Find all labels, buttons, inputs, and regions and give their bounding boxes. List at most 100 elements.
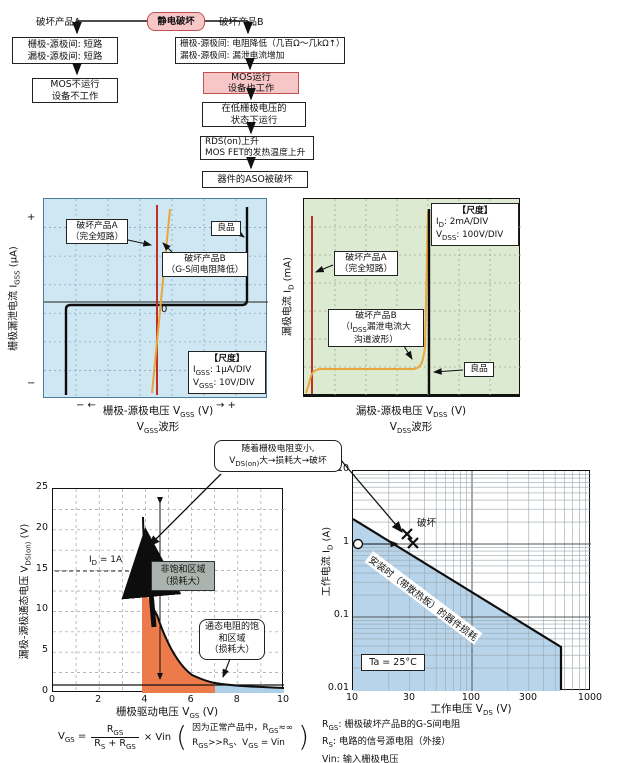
curve-rise-thick-arrow [121,527,182,628]
vdson-y-tick: 10 [35,603,48,615]
dss-label-b-line2: （IDSS漏泄电流大 [341,321,411,334]
vdson-x-tick: 8 [233,694,240,705]
dss-label-a-box: 破坏产品A （完全短路） [334,251,398,276]
formula-numerator: RGS [91,724,139,738]
flow-box-b1-line2: 漏极-源极间: 漏泄电流增加 [180,50,285,61]
flow-box-b3: 在低栅极电压的 状态下运行 [202,102,306,127]
saturated-region-line1: 通态电阻的饱 [204,622,259,632]
gss-label-a-box: 破坏产品A （完全短路） [66,219,128,244]
aso-boundary-line [353,518,563,690]
aso-safe-area-fill [353,519,561,691]
vdson-y-tick: 5 [41,644,48,656]
dss-label-a-line2: （完全短路） [339,263,393,274]
unsaturated-region-label-box: 非饱和区域 （损耗大） [151,561,215,591]
vdson-x-tick: 0 [48,694,56,705]
destroy-label: 破坏 [417,518,437,529]
aso-x-tick: 100 [461,692,481,703]
aso-x-tick: 300 [518,692,538,703]
vdson-plot-svg [53,489,284,693]
legend-line-vin: Vin: 输入栅极电压 [322,753,399,763]
vdson-x-tick: 2 [95,694,102,705]
flow-box-b5-line1: 器件的ASO被破坏 [217,173,293,185]
gss-scale-title: 【尺度】 [209,354,245,364]
flow-root-label: 静电破坏 [157,15,195,27]
aso-x-tick: 30 [402,692,416,703]
gss-label-b-line1: 破坏产品B [184,254,226,264]
dss-scale-title: 【尺度】 [457,206,493,216]
dss-label-b-arrow [403,345,413,360]
dss-scale-line1: ID: 2mA/DIV [436,216,489,229]
flow-box-b1: 栅极-源极间: 电阻降低（几百Ω～几kΩ↑） 漏极-源极间: 漏泄电流增加 [175,37,345,64]
resistor-legend: RGS: 栅极破坏产品B的G-S间电阻 RS: 电路的信号源电阻（外接） Vin… [322,718,460,763]
id-1a-label: ID = 1A [89,555,123,567]
formula-close-paren: ) [298,720,310,753]
gss-x-axis-label: 栅极-源极电压 VGSS (V) [102,405,214,420]
saturated-region-line2: 和区域 [218,633,246,644]
flow-box-b3-line1: 在低栅极电压的 [221,103,287,114]
aso-y-tick: 1 [342,536,349,547]
branch-b-label: 破坏产品B [219,17,264,28]
flow-box-b5: 器件的ASO被破坏 [202,171,308,188]
gss-label-a-line2: （完全短路） [70,231,124,242]
dss-label-b-line3: 沟道波形） [354,334,398,345]
flow-box-b2-line1: MOS运行 [231,71,271,83]
flow-box-b4: RDS(on)上升 MOS FET的发热温度上升 [200,136,314,160]
dss-label-b-box: 破坏产品B （IDSS漏泄电流大 沟道波形） [328,309,424,348]
dss-label-a-line1: 破坏产品A [345,253,387,263]
flow-box-a2-line1: MOS不运行 [50,79,100,90]
flow-box-a2-line2: 设备不工作 [51,90,99,102]
gss-zero-label: 0 [161,304,168,315]
dss-x-axis-label: 漏极-源极电压 VDSS (V) [355,405,467,420]
gss-scale-line1: IGSS: 1μA/DIV [193,364,252,377]
flow-root-esd-box: 静电破坏 [147,12,205,31]
dss-label-b-line1: 破坏产品B [355,311,397,321]
flow-box-b4-line1: RDS(on)上升 [205,136,259,147]
gss-label-b-arrow [162,242,173,253]
vdson-y-tick: 15 [35,562,48,574]
aso-plot-svg [353,471,591,691]
saturated-region-label-box: 通态电阻的饱 和区域 （损耗大） [199,619,265,660]
saturated-region-line3: （损耗大） [209,645,255,655]
dss-waveform-panel: 【尺度】 ID: 2mA/DIV VDSS: 100V/DIV 破坏产品A （完… [303,198,521,397]
operating-point-marker [353,538,364,550]
vdson-y-tick: 0 [41,685,48,696]
flow-box-a1: 栅极-源极间: 短路 漏极-源极间: 短路 [12,37,118,64]
saturated-region-arrow [222,658,231,679]
gss-product-b-line [151,208,171,394]
gss-x-wave-label: VGSS波形 [136,421,180,436]
branch-a-label: 破坏产品A [36,17,81,28]
formula-open-paren: ( [176,720,188,753]
formula-note-line1: 因为正常产品中，RGS≈∞ [192,723,294,735]
flow-box-b4-line2: MOS FET的发热温度上升 [205,148,306,158]
dss-good-label: 良品 [464,362,494,377]
vdson-y-tick: 20 [35,521,48,533]
aso-y-tick: 0.1 [333,609,349,620]
gss-scale-box: 【尺度】 IGSS: 1μA/DIV VGSS: 10V/DIV [188,351,266,394]
gss-label-b-box: 破坏产品B （G-S间电阻降低） [162,252,248,277]
dss-x-wave-label: VDSS波形 [389,421,433,436]
flow-box-b1-line1: 栅极-源极间: 电阻降低（几百Ω～几kΩ↑） [180,39,345,49]
aso-y-tick: 0.01 [327,682,349,693]
flow-box-b2: MOS运行 设备也工作 [203,72,299,94]
destroy-x-markers [401,528,419,549]
gss-scale-line2: VGSS: 10V/DIV [193,377,255,390]
flow-box-a1-line2: 漏极-源极间: 短路 [27,50,103,62]
vdson-x-axis-label: 栅极驱动电压 VGS (V) [115,706,219,721]
gss-waveform-panel: 破坏产品A （完全短路） 破坏产品B （G-S间电阻降低） 良品 0 【尺度】 … [43,198,268,399]
dss-label-a-arrow [314,264,334,273]
gss-x-plus: → + [216,400,236,411]
formula-fraction: RGS RS + RGS [91,724,139,750]
vdson-y-tick: 25 [35,481,48,492]
flow-box-b2-line2: 设备也工作 [227,83,275,94]
aso-x-tick: 10 [345,692,359,703]
gate-resistance-callout-box: 随着栅极电阻变小, VDS(on)大→损耗大→破坏 [214,440,342,472]
dss-y-axis-label: 漏极电流 ID (mA) [282,256,296,337]
formula-note: 因为正常产品中，RGS≈∞ RGS>>RS、VGS = Vin [192,722,293,752]
dss-scale-line2: VDSS: 100V/DIV [436,229,504,242]
flow-box-a2: MOS不运行 设备不工作 [32,78,118,103]
gss-label-b-line2: （G-S间电阻降低） [166,264,244,275]
vgs-formula: VGS = RGS RS + RGS × Vin ( 因为正常产品中，RGS≈∞… [58,722,309,752]
dss-scale-box: 【尺度】 ID: 2mA/DIV VDSS: 100V/DIV [431,203,519,246]
vdson-y-axis-label: 漏极-源极通态电压 VDS(on) (V) [19,523,33,660]
